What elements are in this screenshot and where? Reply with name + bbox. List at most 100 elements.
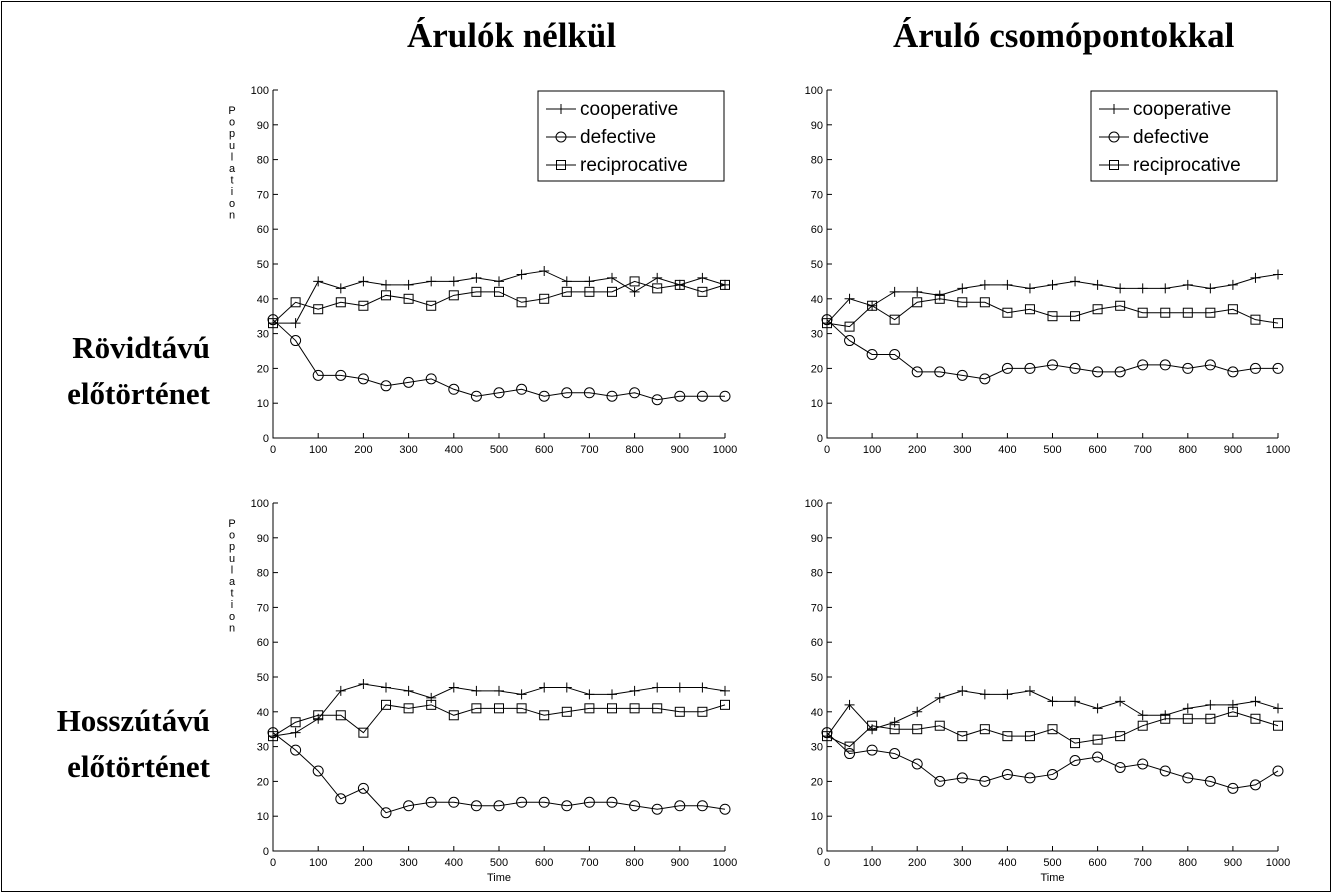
data-point-plus (1115, 283, 1126, 294)
x-tick-label: 500 (490, 857, 508, 869)
y-axis-label-char: t (230, 175, 233, 187)
y-tick-label: 0 (263, 433, 269, 445)
data-point-plus (934, 692, 945, 703)
data-point-plus (697, 682, 708, 693)
data-point-circle (606, 796, 618, 808)
x-tick-label: 800 (1179, 444, 1197, 456)
series-series-0 (268, 678, 730, 742)
data-point-plus (1137, 283, 1148, 294)
data-point-plus (1002, 279, 1013, 290)
y-tick-label: 80 (257, 568, 269, 580)
data-point-circle (1069, 755, 1081, 767)
data-point-plus (1205, 283, 1216, 294)
y-tick-label: 80 (257, 155, 269, 167)
x-tick-label: 500 (1043, 857, 1061, 869)
x-tick-label: 900 (671, 444, 689, 456)
series-series-1 (267, 727, 731, 819)
y-tick-label: 100 (805, 498, 823, 510)
data-point-circle (312, 369, 324, 381)
legend-label: reciprocative (580, 155, 688, 176)
data-point-plus (652, 272, 663, 283)
y-tick-label: 10 (257, 811, 269, 823)
x-tick-label: 0 (824, 857, 830, 869)
data-point-circle (1137, 359, 1149, 371)
data-point-square (403, 293, 414, 304)
data-point-plus (584, 689, 595, 700)
data-point-plus (426, 276, 437, 287)
data-point-square (934, 293, 945, 304)
data-point-plus (1024, 283, 1035, 294)
y-axis-label-char: o (229, 117, 235, 129)
data-point-square (471, 703, 482, 714)
data-point-circle (911, 758, 923, 770)
data-point-circle (1024, 362, 1036, 374)
data-point-circle (538, 390, 550, 402)
data-point-plus (335, 685, 346, 696)
y-axis-label-char: n (229, 209, 235, 221)
data-point-circle (719, 390, 731, 402)
y-tick-label: 50 (257, 259, 269, 271)
data-point-square (652, 283, 663, 294)
x-tick-label: 600 (1088, 444, 1106, 456)
data-point-plus (494, 276, 504, 287)
data-point-plus (1047, 279, 1058, 290)
data-point-square (674, 279, 685, 290)
data-point-plus (1002, 689, 1013, 700)
data-point-circle (380, 380, 392, 392)
x-tick-label: 800 (625, 444, 643, 456)
x-tick-label: 400 (998, 857, 1016, 869)
data-point-circle (979, 775, 991, 787)
data-point-square (561, 286, 572, 297)
x-axis-label: Time (1040, 872, 1064, 884)
y-axis-label-char: o (229, 530, 235, 542)
data-point-square (268, 731, 278, 742)
legend-marker-square (556, 160, 566, 170)
x-tick-label: 1000 (1266, 857, 1290, 869)
x-tick-label: 500 (1043, 444, 1061, 456)
x-tick-label: 300 (399, 857, 417, 869)
data-point-plus (426, 692, 437, 703)
y-tick-label: 90 (257, 120, 269, 132)
y-tick-label: 70 (811, 189, 823, 201)
data-point-square (494, 286, 504, 297)
data-point-square (697, 706, 708, 717)
data-point-circle (403, 376, 415, 388)
y-tick-label: 20 (811, 363, 823, 375)
data-point-plus (290, 727, 301, 738)
data-point-circle (1114, 761, 1126, 773)
data-point-plus (889, 286, 900, 297)
data-point-plus (358, 276, 369, 287)
data-point-square (584, 286, 595, 297)
data-point-circle (1227, 782, 1239, 794)
data-point-circle (1001, 362, 1013, 374)
data-point-circle (357, 373, 369, 385)
data-point-circle (629, 800, 641, 812)
data-point-circle (290, 335, 302, 347)
data-point-square (1227, 706, 1238, 717)
x-tick-label: 0 (270, 857, 276, 869)
data-point-circle (1272, 765, 1284, 777)
data-point-plus (1182, 279, 1193, 290)
row-title-long-line1: Hosszútávú (56, 703, 210, 738)
data-point-plus (629, 286, 640, 297)
data-point-square (697, 286, 708, 297)
data-point-plus (358, 678, 369, 689)
series-line (826, 319, 1278, 380)
data-point-square (934, 720, 945, 731)
data-point-circle (629, 387, 641, 399)
legend-box (537, 90, 725, 182)
data-point-square (652, 703, 663, 714)
data-point-square (1182, 307, 1193, 318)
y-tick-label: 20 (811, 776, 823, 788)
data-point-circle (1069, 362, 1081, 374)
data-point-square (844, 321, 855, 332)
y-tick-label: 50 (811, 259, 823, 271)
y-tick-label: 60 (811, 637, 823, 649)
legend-box (1090, 90, 1278, 182)
data-point-circle (403, 800, 415, 812)
data-point-square (426, 300, 437, 311)
data-point-square (516, 703, 527, 714)
y-tick-label: 20 (257, 363, 269, 375)
data-point-square (494, 703, 504, 714)
